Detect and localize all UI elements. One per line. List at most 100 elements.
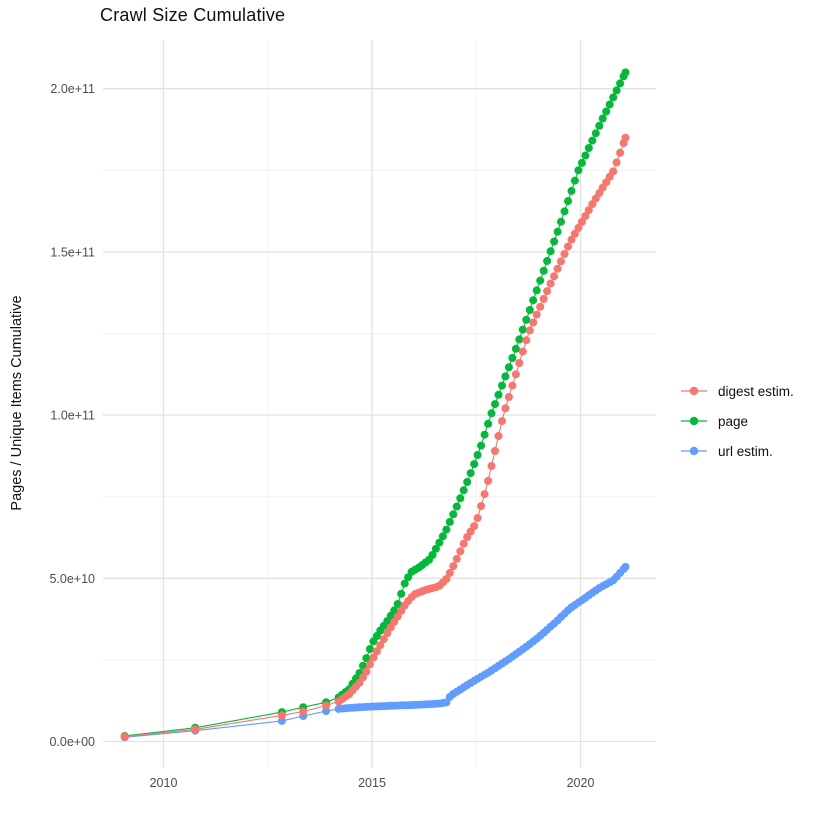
data-point	[508, 354, 517, 362]
data-point	[612, 158, 621, 167]
data-point	[277, 716, 286, 725]
data-point	[567, 235, 576, 244]
data-point	[362, 667, 371, 676]
data-point	[445, 517, 454, 526]
data-point	[515, 359, 524, 367]
data-point	[581, 212, 590, 220]
data-point	[494, 390, 503, 399]
data-point	[445, 568, 454, 577]
data-point	[372, 647, 381, 656]
data-point	[532, 286, 541, 295]
data-point	[504, 363, 513, 372]
data-point	[536, 276, 545, 285]
legend-entry-page: page	[679, 411, 794, 431]
data-point	[588, 136, 597, 145]
data-point	[511, 370, 520, 379]
legend-label: page	[718, 413, 749, 429]
data-point	[557, 217, 565, 226]
data-point	[515, 335, 524, 344]
legend-entry-digest: digest estim.	[679, 381, 794, 401]
legend-label: digest estim.	[718, 383, 794, 399]
data-point	[359, 661, 367, 670]
data-point	[120, 732, 129, 741]
data-point	[369, 653, 378, 662]
data-point	[362, 654, 371, 663]
data-point	[529, 296, 538, 305]
data-point	[191, 725, 200, 734]
data-point	[473, 514, 482, 522]
chart-title: Crawl Size Cumulative	[100, 5, 286, 25]
data-point	[621, 68, 630, 77]
data-point	[442, 575, 451, 583]
data-point	[550, 237, 559, 246]
data-point	[322, 701, 331, 710]
data-point	[581, 151, 590, 160]
point-line-key-icon	[681, 446, 707, 456]
data-point	[567, 186, 576, 195]
data-point	[532, 310, 541, 319]
data-point	[616, 79, 625, 88]
y-tick-label: 1.0e+11	[50, 409, 95, 423]
data-point	[609, 93, 618, 102]
point-line-key-icon	[681, 416, 707, 426]
data-point	[459, 486, 468, 495]
data-point	[584, 206, 593, 215]
x-tick-label: 2010	[150, 776, 178, 790]
point-line-key-icon	[681, 386, 707, 396]
data-point	[525, 306, 534, 314]
data-point	[277, 711, 286, 720]
data-point	[598, 114, 607, 123]
data-point	[473, 451, 482, 459]
data-point	[609, 167, 618, 176]
data-point	[299, 707, 308, 716]
data-point	[435, 538, 444, 547]
data-point	[400, 579, 409, 588]
data-point	[431, 544, 440, 553]
data-point	[539, 266, 548, 275]
data-point	[470, 460, 479, 469]
data-point	[501, 372, 510, 381]
data-point	[452, 502, 461, 511]
x-tick-label: 2015	[358, 776, 386, 790]
data-point	[621, 133, 630, 142]
data-point	[477, 441, 486, 450]
data-point	[379, 635, 388, 644]
data-point	[591, 129, 600, 138]
legend-label: url estim.	[718, 443, 773, 459]
y-tick-label: 5.0e+10	[49, 572, 95, 586]
data-point	[539, 294, 548, 303]
data-point	[621, 562, 630, 571]
data-point	[564, 242, 572, 251]
data-point	[543, 257, 552, 265]
data-point	[484, 419, 493, 428]
data-point	[449, 510, 458, 519]
data-point	[487, 409, 496, 418]
data-point	[498, 417, 506, 426]
data-point	[477, 502, 486, 511]
data-point	[452, 554, 461, 563]
data-point	[518, 347, 527, 356]
data-point	[365, 645, 374, 653]
data-point	[570, 229, 579, 238]
data-point	[550, 272, 559, 281]
data-point	[322, 707, 331, 716]
data-point	[577, 217, 586, 226]
data-point	[376, 641, 385, 650]
data-point	[463, 478, 472, 486]
data-point	[466, 469, 475, 478]
data-point	[456, 494, 465, 503]
data-point	[557, 257, 565, 266]
data-point	[574, 166, 583, 175]
legend-entry-url: url estim.	[679, 441, 794, 461]
data-point	[442, 525, 451, 534]
data-point	[518, 325, 527, 334]
data-point	[577, 158, 586, 167]
data-point	[456, 547, 465, 556]
data-point	[470, 522, 479, 531]
y-tick-label: 0.0e+00	[49, 735, 95, 749]
data-point	[605, 100, 614, 109]
data-point	[543, 287, 552, 296]
data-point	[536, 302, 545, 311]
data-point	[494, 432, 503, 440]
